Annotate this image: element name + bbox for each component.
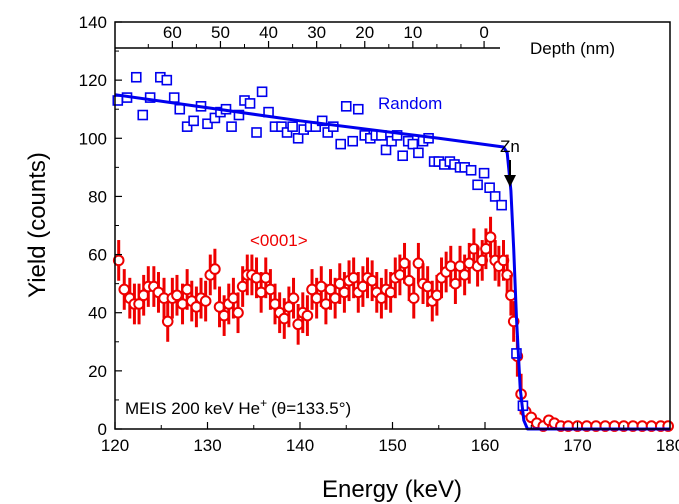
random-point: [226, 121, 237, 132]
random-point: [484, 182, 495, 194]
random-point: [391, 130, 403, 141]
aligned-point: [232, 306, 244, 319]
random-point: [511, 348, 522, 359]
random-point: [181, 121, 193, 132]
random-point: [281, 127, 293, 138]
random-point: [251, 127, 262, 138]
top-tick-label: 60: [163, 23, 182, 42]
aligned-point: [287, 292, 300, 304]
conditions-text: MEIS 200 keV He: [125, 399, 260, 418]
x-tick-label: 150: [378, 436, 406, 455]
y-tick-label: 100: [79, 129, 107, 148]
random-label: Random: [378, 94, 442, 113]
random-point: [209, 112, 221, 124]
random-point: [489, 191, 501, 202]
random-point: [322, 127, 334, 138]
random-point: [386, 135, 397, 147]
conditions-superscript: +: [260, 396, 267, 410]
random-point: [130, 71, 142, 83]
y-tick-label: 80: [88, 187, 107, 206]
random-point: [256, 86, 268, 98]
y-tick-label: 0: [98, 420, 107, 439]
x-tick-label: 120: [101, 436, 129, 455]
random-point: [244, 98, 256, 109]
axis-ticks: 1201301401501601701800204060801001201406…: [79, 13, 679, 455]
random-point: [161, 74, 173, 86]
y-tick-label: 20: [88, 362, 107, 381]
top-tick-label: 0: [479, 23, 488, 42]
aligned-point: [209, 263, 221, 275]
top-axis-title: Depth (nm): [530, 39, 615, 58]
aligned-point: [407, 292, 420, 304]
y-axis-title: Yield (counts): [24, 152, 51, 298]
random-point: [137, 109, 149, 121]
aligned-label: <0001>: [250, 231, 308, 250]
random-point: [168, 92, 180, 103]
x-tick-label: 180: [656, 436, 679, 455]
random-point: [335, 138, 347, 150]
random-point: [380, 144, 392, 156]
random-point: [292, 132, 304, 144]
random-point: [352, 103, 364, 115]
aligned-point: [112, 254, 125, 267]
random-point: [397, 150, 408, 162]
random-point: [472, 179, 483, 191]
random-point: [407, 138, 419, 150]
random-point: [465, 164, 477, 176]
y-tick-label: 120: [79, 71, 107, 90]
top-tick-label: 10: [403, 23, 422, 42]
random-point: [233, 109, 245, 121]
aligned-point: [199, 295, 212, 307]
conditions-label: MEIS 200 keV He+ (θ=133.5°): [125, 396, 351, 418]
random-fit-line: [114, 93, 670, 431]
aligned-point: [484, 231, 497, 243]
x-tick-label: 130: [193, 436, 221, 455]
random-point: [340, 101, 352, 112]
random-point: [478, 167, 490, 179]
random-point: [202, 118, 213, 130]
zn-arrow: [504, 160, 516, 187]
y-tick-label: 140: [79, 13, 107, 32]
zn-label: Zn: [500, 137, 520, 156]
x-tick-label: 170: [563, 436, 591, 455]
x-axis-title: Energy (keV): [322, 476, 462, 503]
top-tick-label: 40: [259, 23, 278, 42]
random-point: [496, 199, 507, 211]
y-tick-label: 60: [88, 246, 107, 265]
x-tick-label: 140: [286, 436, 314, 455]
random-point: [413, 147, 424, 159]
conditions-angle: (θ=133.5°): [271, 399, 351, 418]
plot-content: [112, 71, 674, 432]
random-point: [347, 135, 359, 147]
random-point: [188, 115, 199, 127]
top-tick-label: 20: [355, 23, 374, 42]
x-tick-label: 160: [471, 436, 499, 455]
plot-frame: [114, 21, 671, 430]
aligned-point: [301, 309, 314, 322]
random-point: [287, 121, 298, 132]
y-tick-label: 40: [88, 304, 107, 323]
top-tick-label: 50: [211, 23, 230, 42]
random-point: [174, 103, 186, 115]
top-tick-label: 30: [307, 23, 326, 42]
aligned-point: [161, 315, 174, 328]
random-point: [276, 121, 287, 132]
random-point: [316, 115, 328, 127]
